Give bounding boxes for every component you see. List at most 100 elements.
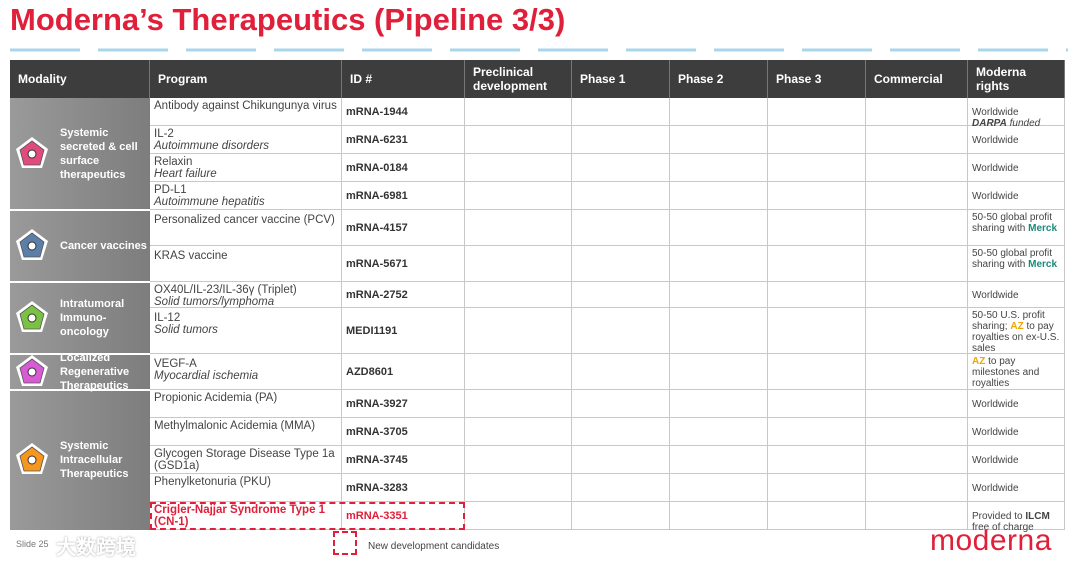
stage-cell xyxy=(465,308,572,354)
watermark: 大数跨境 xyxy=(56,537,136,559)
rights-cell: Worldwide xyxy=(968,474,1065,502)
program-cell: Crigler-Najjar Syndrome Type 1 (CN-1) xyxy=(150,502,342,530)
program-id: mRNA-0184 xyxy=(342,154,465,182)
rights-cell: Worldwide xyxy=(968,126,1065,154)
program-cell: IL-2 Autoimmune disorders xyxy=(150,126,342,154)
rights-text: free of charge xyxy=(972,521,1034,533)
program-id: mRNA-5671 xyxy=(342,246,465,282)
column-header: Program xyxy=(150,60,342,98)
stage-cell xyxy=(465,98,572,126)
stage-cell xyxy=(670,446,768,474)
program-cell: Relaxin Heart failure xyxy=(150,154,342,182)
program-id: mRNA-6981 xyxy=(342,182,465,210)
group-label: Cancer vaccines xyxy=(60,240,147,252)
rights-text: Worldwide xyxy=(972,134,1019,146)
rights-cell: Worldwide xyxy=(968,390,1065,418)
stage-cell xyxy=(768,246,866,282)
program-name: Methylmalonic Acidemia (MMA) xyxy=(154,420,316,432)
rights-text: Worldwide xyxy=(972,426,1019,438)
stage-cell xyxy=(670,354,768,390)
column-header: Phase 1 xyxy=(572,60,670,98)
rights-text: Merck xyxy=(1028,223,1058,234)
program-cell: OX40L/IL-23/IL-36γ (Triplet) Solid tumors… xyxy=(150,282,342,308)
program-id: mRNA-1944 xyxy=(342,98,465,126)
stage-cell xyxy=(768,182,866,210)
program-name: IL-2 xyxy=(154,128,174,140)
rights-text: AZ xyxy=(1010,321,1024,332)
stage-cell xyxy=(768,154,866,182)
group-separator xyxy=(10,353,150,355)
group-label: Localized Regenerative Therapeutics xyxy=(60,352,130,392)
rights-text: ILCM xyxy=(1025,510,1050,522)
stage-cell xyxy=(670,308,768,354)
stage-cell xyxy=(572,154,670,182)
rights-cell: Worldwide xyxy=(968,282,1065,308)
rights-text: Provided to xyxy=(972,510,1026,522)
stage-cell xyxy=(572,418,670,446)
stage-cell xyxy=(670,126,768,154)
rights-cell: AZ to pay milestones and royalties xyxy=(968,354,1065,390)
column-header: Phase 3 xyxy=(768,60,866,98)
legend-box xyxy=(333,531,357,555)
column-header: Phase 2 xyxy=(670,60,768,98)
rights-text: Merck xyxy=(1028,259,1058,270)
rights-text: 50-50 U.S. profit sharing; xyxy=(972,310,1045,332)
column-header: Preclinical development xyxy=(465,60,572,98)
stage-cell xyxy=(866,474,968,502)
program-name: Phenylketonuria (PKU) xyxy=(154,476,271,488)
stage-cell xyxy=(465,210,572,246)
stage-cell xyxy=(465,418,572,446)
group-separator xyxy=(10,209,150,211)
stage-cell xyxy=(465,354,572,390)
stage-cell xyxy=(670,154,768,182)
stage-cell xyxy=(866,282,968,308)
modality-glyph xyxy=(27,367,37,377)
stage-cell xyxy=(866,182,968,210)
rights-cell: Worldwide xyxy=(968,446,1065,474)
program-name: IL-12 xyxy=(154,312,181,324)
modality-glyph xyxy=(27,241,37,251)
rights-cell: Worldwide xyxy=(968,418,1065,446)
stage-cell xyxy=(768,308,866,354)
stage-cell xyxy=(572,282,670,308)
stage-cell xyxy=(768,282,866,308)
group-separator xyxy=(10,281,150,283)
stage-cell xyxy=(866,246,968,282)
stage-cell xyxy=(866,126,968,154)
program-id: mRNA-3351 xyxy=(342,502,465,530)
group-separator xyxy=(10,389,150,391)
stage-cell xyxy=(768,502,866,530)
rights-text: funded xyxy=(1006,117,1041,129)
legend-text: New development candidates xyxy=(368,541,500,552)
program-name: VEGF-A xyxy=(154,358,197,370)
rights-text: AZ xyxy=(972,356,986,367)
stage-cell xyxy=(670,98,768,126)
program-name: Antibody against Chikungunya virus xyxy=(154,100,337,112)
stage-cell xyxy=(866,154,968,182)
rights-cell: Provided to ILCM free of charge xyxy=(968,502,1065,533)
rights-text: 50-50 global profit sharing with xyxy=(972,212,1053,234)
indication: Autoimmune hepatitis xyxy=(154,196,265,208)
stage-cell xyxy=(572,126,670,154)
stage-cell xyxy=(465,390,572,418)
program-cell: Glycogen Storage Disease Type 1a (GSD1a) xyxy=(150,446,342,474)
program-id: mRNA-3705 xyxy=(342,418,465,446)
program-cell: VEGF-A Myocardial ischemia xyxy=(150,354,342,390)
stage-cell xyxy=(866,418,968,446)
modality-glyph xyxy=(27,149,37,159)
stage-cell xyxy=(465,182,572,210)
program-name: OX40L/IL-23/IL-36γ (Triplet) xyxy=(154,284,297,296)
stage-cell xyxy=(768,474,866,502)
rights-text: Worldwide xyxy=(972,190,1019,202)
rights-cell: 50-50 U.S. profit sharing; AZ to pay roy… xyxy=(968,308,1065,354)
title-rule xyxy=(10,48,1068,52)
column-header: Commercial xyxy=(866,60,968,98)
new-candidate-box xyxy=(150,502,465,530)
program-cell: Personalized cancer vaccine (PCV) xyxy=(150,210,342,246)
stage-cell xyxy=(572,182,670,210)
program-cell: Methylmalonic Acidemia (MMA) xyxy=(150,418,342,446)
stage-cell xyxy=(465,282,572,308)
program-id: mRNA-2752 xyxy=(342,282,465,308)
column-header: Modality xyxy=(10,60,150,98)
rights-cell: Worldwide DARPA funded xyxy=(968,98,1065,129)
